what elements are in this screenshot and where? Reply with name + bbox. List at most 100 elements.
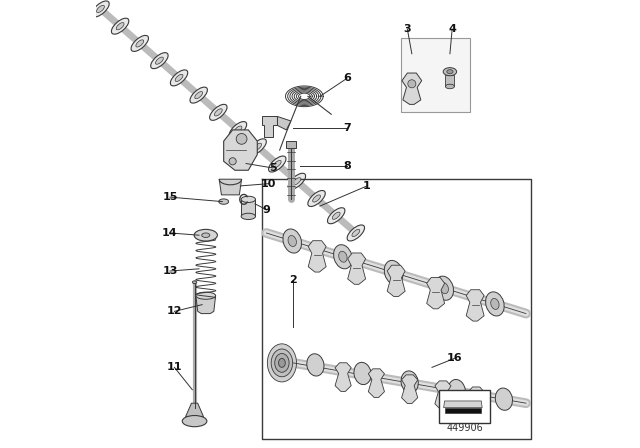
Bar <box>285 141 296 148</box>
Text: 449906: 449906 <box>446 423 483 433</box>
Ellipse shape <box>332 212 340 220</box>
Bar <box>401 38 470 112</box>
Ellipse shape <box>269 156 286 172</box>
Ellipse shape <box>156 57 163 64</box>
Text: 5: 5 <box>269 163 276 173</box>
Text: 2: 2 <box>289 275 297 285</box>
Text: 7: 7 <box>343 123 351 133</box>
Circle shape <box>408 80 416 88</box>
Ellipse shape <box>435 276 454 300</box>
Text: 15: 15 <box>162 192 178 202</box>
Ellipse shape <box>192 281 197 284</box>
Ellipse shape <box>249 139 266 155</box>
Ellipse shape <box>443 68 457 76</box>
Bar <box>445 75 454 86</box>
Text: 14: 14 <box>162 228 178 238</box>
Ellipse shape <box>195 91 203 99</box>
Text: 12: 12 <box>166 306 182 316</box>
Ellipse shape <box>219 199 228 204</box>
Ellipse shape <box>333 245 352 269</box>
Ellipse shape <box>116 22 124 30</box>
Ellipse shape <box>283 229 301 253</box>
Ellipse shape <box>234 126 242 133</box>
Ellipse shape <box>440 283 449 294</box>
Ellipse shape <box>352 229 360 237</box>
Ellipse shape <box>271 349 292 377</box>
Polygon shape <box>348 253 365 284</box>
Ellipse shape <box>253 143 262 151</box>
Polygon shape <box>435 381 451 409</box>
Ellipse shape <box>486 292 504 316</box>
Text: 1: 1 <box>363 181 371 191</box>
Ellipse shape <box>288 173 306 189</box>
Text: 9: 9 <box>262 205 270 215</box>
Text: 8: 8 <box>343 161 351 171</box>
Ellipse shape <box>268 344 296 382</box>
Ellipse shape <box>354 362 371 384</box>
Ellipse shape <box>111 18 129 34</box>
Text: 11: 11 <box>166 362 182 372</box>
Ellipse shape <box>312 195 321 202</box>
Ellipse shape <box>170 70 188 86</box>
Circle shape <box>229 158 236 165</box>
Ellipse shape <box>293 178 301 185</box>
Polygon shape <box>427 277 445 309</box>
Polygon shape <box>401 375 418 404</box>
Polygon shape <box>445 408 481 413</box>
Ellipse shape <box>389 267 397 278</box>
Text: 3: 3 <box>404 24 411 34</box>
Ellipse shape <box>150 53 168 69</box>
Ellipse shape <box>288 236 296 246</box>
Ellipse shape <box>495 388 513 410</box>
Ellipse shape <box>229 121 246 138</box>
Ellipse shape <box>190 87 207 103</box>
Polygon shape <box>262 116 278 137</box>
Ellipse shape <box>241 213 255 220</box>
Ellipse shape <box>97 5 104 13</box>
Text: 16: 16 <box>447 353 462 363</box>
Ellipse shape <box>448 379 465 402</box>
Ellipse shape <box>273 160 281 168</box>
Polygon shape <box>196 296 216 314</box>
Ellipse shape <box>175 74 183 82</box>
Polygon shape <box>444 401 482 408</box>
Ellipse shape <box>491 298 499 310</box>
Polygon shape <box>387 265 405 297</box>
Ellipse shape <box>92 1 109 17</box>
Ellipse shape <box>194 229 218 241</box>
Ellipse shape <box>347 225 365 241</box>
Ellipse shape <box>445 84 454 89</box>
Bar <box>439 390 490 423</box>
Ellipse shape <box>447 69 453 74</box>
Text: 10: 10 <box>260 179 276 189</box>
Polygon shape <box>335 363 351 392</box>
Polygon shape <box>219 179 242 195</box>
Text: 13: 13 <box>162 266 178 276</box>
Bar <box>241 199 255 216</box>
Ellipse shape <box>202 233 210 237</box>
Ellipse shape <box>384 260 403 284</box>
Polygon shape <box>308 241 326 272</box>
Ellipse shape <box>328 208 345 224</box>
Ellipse shape <box>401 371 419 393</box>
Circle shape <box>236 134 247 144</box>
Ellipse shape <box>278 358 285 367</box>
Ellipse shape <box>241 196 255 202</box>
Polygon shape <box>468 387 484 416</box>
Ellipse shape <box>196 292 216 299</box>
Ellipse shape <box>182 416 207 426</box>
Polygon shape <box>224 130 257 170</box>
Ellipse shape <box>275 353 289 372</box>
Polygon shape <box>466 290 484 321</box>
Ellipse shape <box>136 40 144 47</box>
Polygon shape <box>186 403 204 417</box>
Polygon shape <box>278 116 291 130</box>
Polygon shape <box>402 73 422 104</box>
Ellipse shape <box>308 190 325 207</box>
Ellipse shape <box>131 35 148 52</box>
Polygon shape <box>369 369 385 397</box>
Ellipse shape <box>339 251 347 262</box>
Ellipse shape <box>307 354 324 376</box>
Text: 6: 6 <box>343 73 351 83</box>
Text: 4: 4 <box>448 24 456 34</box>
